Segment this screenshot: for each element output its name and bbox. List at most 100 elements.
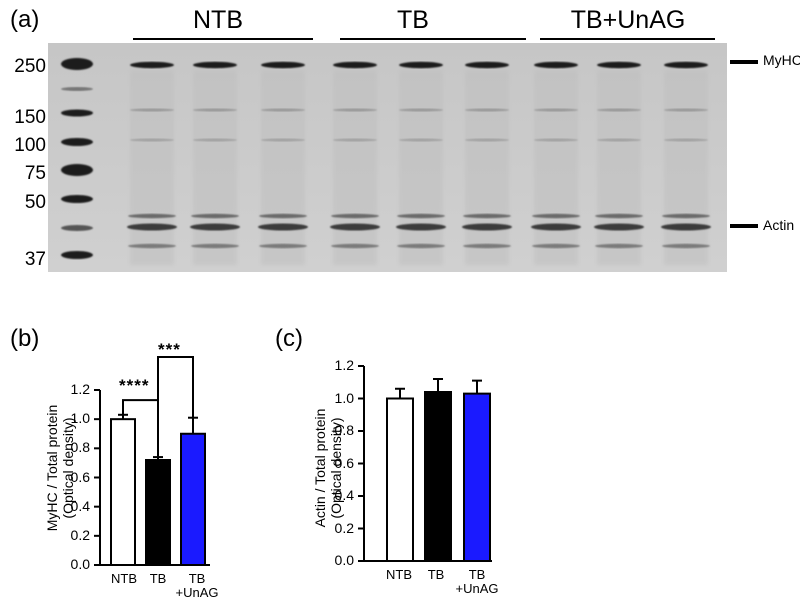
chart-b-ylabel-line1: MyHC / Total protein	[44, 404, 60, 532]
chart-b-y-tick-label: 1.0	[70, 410, 90, 427]
myhc-band	[130, 61, 174, 69]
group-line-ntb	[133, 38, 313, 40]
ladder-band	[61, 164, 93, 176]
gel-lane	[597, 70, 641, 265]
mw-marker-150: 150	[14, 107, 46, 128]
chart-b-xlabel-tb: TB	[136, 572, 180, 586]
gel-band	[193, 108, 237, 112]
chart-b-xlabel-tb-unag-line2: +UnAG	[175, 585, 219, 600]
myhc-band	[597, 61, 641, 69]
gel-band	[465, 108, 509, 112]
gel-band	[664, 138, 708, 142]
chart-b-y-tick-label: 0.8	[70, 439, 90, 456]
gel-band	[534, 138, 578, 142]
gel-band	[259, 213, 307, 219]
chart-c-xlabel-tb-unag-line2: +UnAG	[455, 581, 499, 596]
band-label-myhc: MyHC	[763, 52, 800, 68]
group-line-tb-unag	[540, 38, 715, 40]
gel-band	[193, 138, 237, 142]
panel-b-label: (b)	[10, 325, 40, 352]
gel-band	[463, 243, 511, 249]
chart-c-xlabel-tb: TB	[414, 568, 458, 582]
gel-band	[191, 213, 239, 219]
chart-b-bar-ntb	[110, 418, 136, 566]
gel-band	[333, 138, 377, 142]
chart-b-y-tick-label: 0.0	[70, 556, 90, 572]
chart-c-y-tick-label: 1.2	[334, 357, 354, 373]
chart-c-y-tick-label: 1.0	[334, 389, 354, 406]
actin-band	[462, 223, 512, 231]
gel-band	[465, 138, 509, 142]
chart-c-y-tick-label: 0.2	[334, 519, 354, 536]
gel-band	[399, 108, 443, 112]
gel-lane	[261, 70, 305, 265]
myhc-band	[261, 61, 305, 69]
gel-band	[463, 213, 511, 219]
group-label-tb-unag: TB+UnAG	[570, 6, 686, 34]
gel-band	[259, 243, 307, 249]
band-label-actin: Actin	[763, 217, 795, 233]
actin-band	[127, 223, 177, 231]
myhc-band	[193, 61, 237, 69]
gel-band	[397, 243, 445, 249]
gel-band	[331, 213, 379, 219]
actin-pointer	[730, 224, 758, 228]
chart-c-y-tick-label: 0.6	[334, 454, 354, 471]
gel-band	[397, 213, 445, 219]
chart-b-sig-bracket-tb-unag	[157, 356, 194, 438]
group-line-tb	[340, 38, 526, 40]
actin-band	[531, 223, 581, 231]
chart-b-bar-tb	[145, 459, 171, 566]
myhc-pointer	[730, 60, 758, 64]
panel-a-label: (a)	[10, 6, 40, 33]
chart-b-xlabel-tb-unag: TB +UnAG	[175, 572, 219, 600]
chart-b-sig-ntb-tb: ****	[119, 376, 150, 395]
ladder-band	[61, 58, 93, 70]
chart-c-xlabel-tb-unag-line1: TB	[468, 567, 486, 582]
gel-lane	[130, 70, 174, 265]
myhc-band	[333, 61, 377, 69]
mw-marker-100: 100	[14, 135, 46, 156]
chart-c-xlabel-tb-unag: TB +UnAG	[455, 568, 499, 596]
mw-marker-250: 250	[14, 56, 46, 77]
ladder-band	[61, 251, 93, 259]
group-label-tb: TB	[397, 6, 429, 34]
gel-band	[662, 213, 710, 219]
gel-band	[664, 108, 708, 112]
chart-b-xlabel-ntb: NTB	[102, 572, 146, 586]
chart-b-y-tick-label: 0.6	[70, 468, 90, 485]
gel-band	[130, 108, 174, 112]
gel-band	[261, 108, 305, 112]
gel-lane	[333, 70, 377, 265]
mw-marker-37: 37	[24, 249, 46, 270]
gel-band	[399, 138, 443, 142]
gel-band	[130, 138, 174, 142]
mw-marker-50: 50	[24, 192, 46, 213]
gel-band	[128, 243, 176, 249]
chart-c-xlabel-tb-text: TB	[427, 567, 445, 582]
actin-band	[258, 223, 308, 231]
chart-c-y-tick-label: 0.8	[334, 422, 354, 438]
gel-lane	[399, 70, 443, 265]
gel-band	[532, 213, 580, 219]
chart-b-sig-tb-unag: ***	[158, 340, 181, 359]
gel-band	[532, 243, 580, 249]
chart-b-xlabel-tb-unag-line1: TB	[188, 571, 206, 586]
ladder-band	[61, 225, 93, 231]
myhc-band	[465, 61, 509, 69]
gel-band	[333, 108, 377, 112]
gel-band	[534, 108, 578, 112]
gel-lane	[534, 70, 578, 265]
gel-lane	[193, 70, 237, 265]
actin-band	[661, 223, 711, 231]
chart-b-xlabel-tb-text: TB	[149, 571, 167, 586]
gel-band	[595, 213, 643, 219]
chart-c-xlabel-ntb-text: NTB	[386, 567, 412, 582]
ladder-band	[61, 195, 93, 203]
chart-b-bar-tbunag	[180, 432, 206, 566]
gel-band	[597, 138, 641, 142]
gel-lane	[664, 70, 708, 265]
actin-band	[594, 223, 644, 231]
gel-band	[191, 243, 239, 249]
